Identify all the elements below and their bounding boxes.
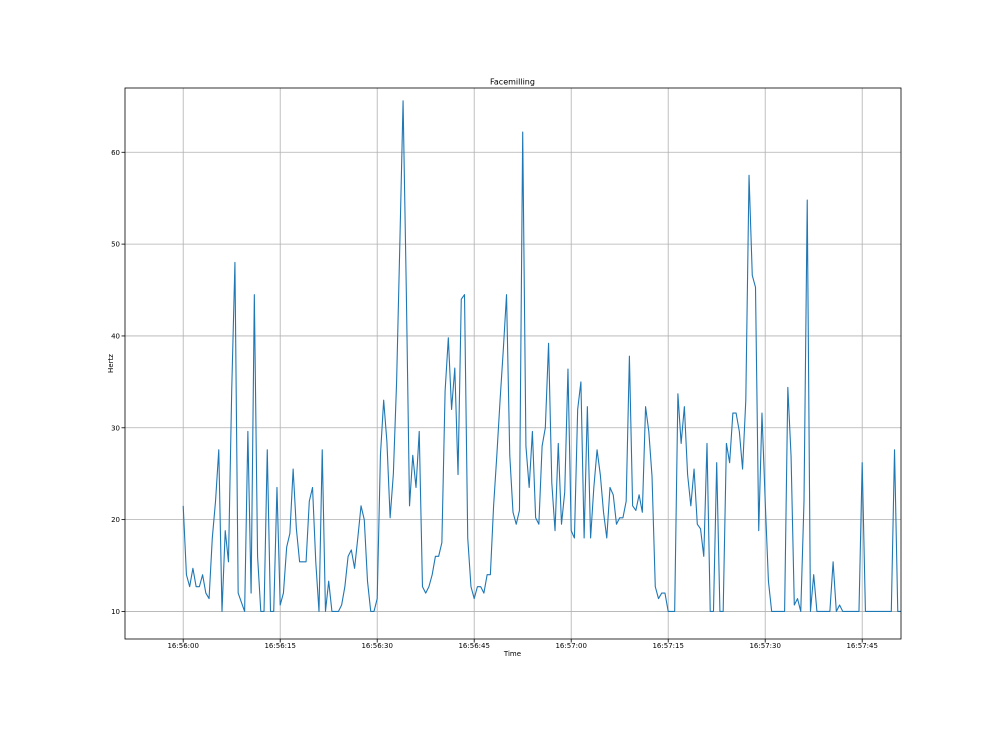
x-tick-label: 16:56:30 <box>361 642 392 650</box>
x-tick-label: 16:57:30 <box>749 642 780 650</box>
series-group <box>182 100 901 613</box>
y-tick-label: 30 <box>111 424 120 432</box>
y-tick-label: 20 <box>111 516 120 524</box>
x-tick-label: 16:56:15 <box>264 642 295 650</box>
y-tick-label: 60 <box>111 149 120 157</box>
x-tick-label: 16:57:00 <box>555 642 586 650</box>
x-tick-label: 16:56:00 <box>167 642 198 650</box>
x-axis-label: Time <box>503 650 521 658</box>
y-axis-label: Hertz <box>107 354 115 373</box>
x-tick-label: 16:56:45 <box>458 642 489 650</box>
y-tick-label: 40 <box>111 332 120 340</box>
y-tick-label: 10 <box>111 608 120 616</box>
y-tick-label: 50 <box>111 241 120 249</box>
plot-frame <box>124 87 902 640</box>
x-tick-label: 16:57:15 <box>652 642 683 650</box>
series-line <box>182 100 901 613</box>
axis-ticks: 16:56:00 16:56:15 16:56:30 16:56:45 16:57:00… <box>111 149 878 650</box>
grid-lines <box>125 88 901 639</box>
chart-title: Facemilling <box>490 78 535 87</box>
x-tick-label: 16:57:45 <box>846 642 877 650</box>
